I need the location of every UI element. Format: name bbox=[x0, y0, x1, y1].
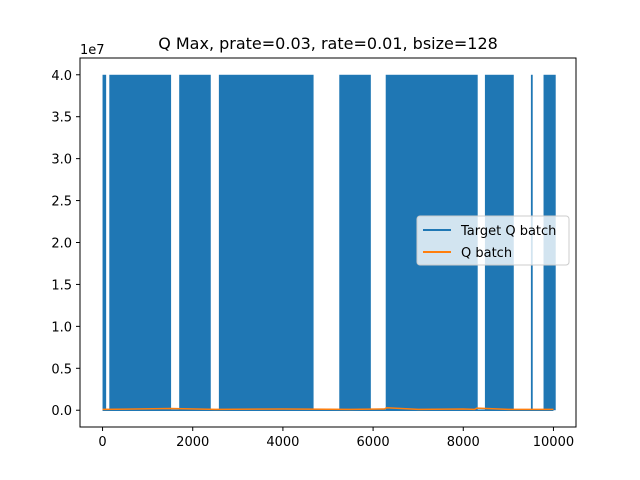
y-tick-label: 1.0 bbox=[51, 320, 72, 335]
legend-label-q-batch: Q batch bbox=[461, 246, 512, 261]
y-tick-label: 3.5 bbox=[51, 111, 72, 126]
x-axis: 0 2000 4000 6000 8000 10000 bbox=[98, 427, 574, 450]
target-q-batch-spike-band bbox=[109, 74, 172, 411]
plot-area bbox=[102, 74, 556, 411]
y-offset-label: 1e7 bbox=[80, 43, 105, 58]
x-tick-label: 2000 bbox=[176, 435, 209, 450]
chart-title: Q Max, prate=0.03, rate=0.01, bsize=128 bbox=[158, 34, 498, 53]
legend-label-target-q-batch: Target Q batch bbox=[460, 224, 556, 239]
y-tick-label: 0.5 bbox=[51, 362, 72, 377]
x-tick-label: 8000 bbox=[447, 435, 480, 450]
target-q-batch-spike-band bbox=[102, 74, 107, 411]
series-layer bbox=[102, 74, 556, 411]
x-tick-label: 10000 bbox=[533, 435, 574, 450]
y-tick-label: 1.5 bbox=[51, 278, 72, 293]
legend-box bbox=[416, 215, 570, 266]
y-tick-label: 2.0 bbox=[51, 237, 72, 252]
x-tick-label: 6000 bbox=[357, 435, 390, 450]
target-q-batch-spike-band bbox=[179, 74, 211, 411]
y-tick-label: 0.0 bbox=[51, 404, 72, 419]
target-q-batch-spike-band bbox=[339, 74, 371, 411]
x-tick-label: 4000 bbox=[266, 435, 299, 450]
target-q-batch-spike-band bbox=[218, 74, 314, 411]
y-tick-label: 4.0 bbox=[51, 69, 72, 84]
x-tick-label: 0 bbox=[98, 435, 106, 450]
q-batch-line bbox=[102, 406, 554, 411]
legend: Target Q batch Q batch bbox=[416, 215, 570, 266]
y-axis: 0.0 0.5 1.0 1.5 2.0 2.5 3.0 3.5 4.0 bbox=[51, 69, 80, 419]
y-tick-label: 3.0 bbox=[51, 153, 72, 168]
y-tick-label: 2.5 bbox=[51, 195, 72, 210]
